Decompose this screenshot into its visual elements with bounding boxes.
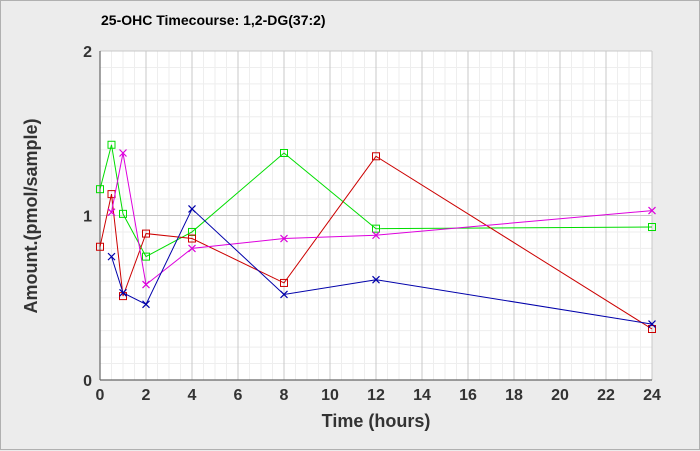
data-point [119,209,127,218]
x-tick-label: 16 [459,387,477,404]
x-tick-label: 24 [643,387,661,404]
data-point [107,208,116,217]
x-tick-label: 6 [234,387,243,404]
data-point [119,149,127,157]
data-point [280,234,288,243]
y-tick-label: 2 [83,44,92,61]
x-tick-label: 0 [96,387,105,404]
data-point [372,231,380,240]
data-point [96,185,104,194]
data-point [372,224,380,233]
data-point [280,148,288,157]
data-point [648,223,656,232]
series-line [99,144,653,258]
series-3 [107,149,656,289]
x-tick-label: 20 [551,387,569,404]
grid [99,50,653,381]
data-point [188,244,196,253]
data-point [96,242,104,251]
x-tick-label: 18 [505,387,523,404]
data-point [280,290,288,299]
series-group [96,140,656,334]
data-point [119,288,127,297]
y-tick-label: 1 [83,209,92,226]
x-tick-label: 12 [367,387,385,404]
x-tick-label: 14 [413,387,431,404]
x-tick-label: 22 [597,387,615,404]
x-tick-label: 2 [142,387,151,404]
data-point [188,204,196,213]
series-4 [107,204,656,328]
data-point [107,140,116,149]
data-point [142,280,150,289]
data-point [142,300,150,309]
data-point [142,252,150,261]
data-point [648,206,656,215]
axes [99,51,652,381]
series-1 [96,140,656,261]
data-point [648,325,656,334]
x-axis-label: Time (hours) [322,411,431,431]
chart-title: 25-OHC Timecourse: 1,2-DG(37:2) [101,12,326,28]
data-point [188,234,196,243]
data-point [142,229,150,238]
data-point [648,320,656,328]
x-tick-label: 8 [280,387,289,404]
y-axis-label: Amount.(pmol/sample) [21,118,41,313]
data-point [372,152,380,161]
data-point [372,275,380,284]
data-point [280,278,288,287]
x-tick-label: 4 [188,387,197,404]
data-point [107,252,116,261]
y-tick-label: 0 [83,373,92,390]
x-tick-label: 10 [321,387,339,404]
